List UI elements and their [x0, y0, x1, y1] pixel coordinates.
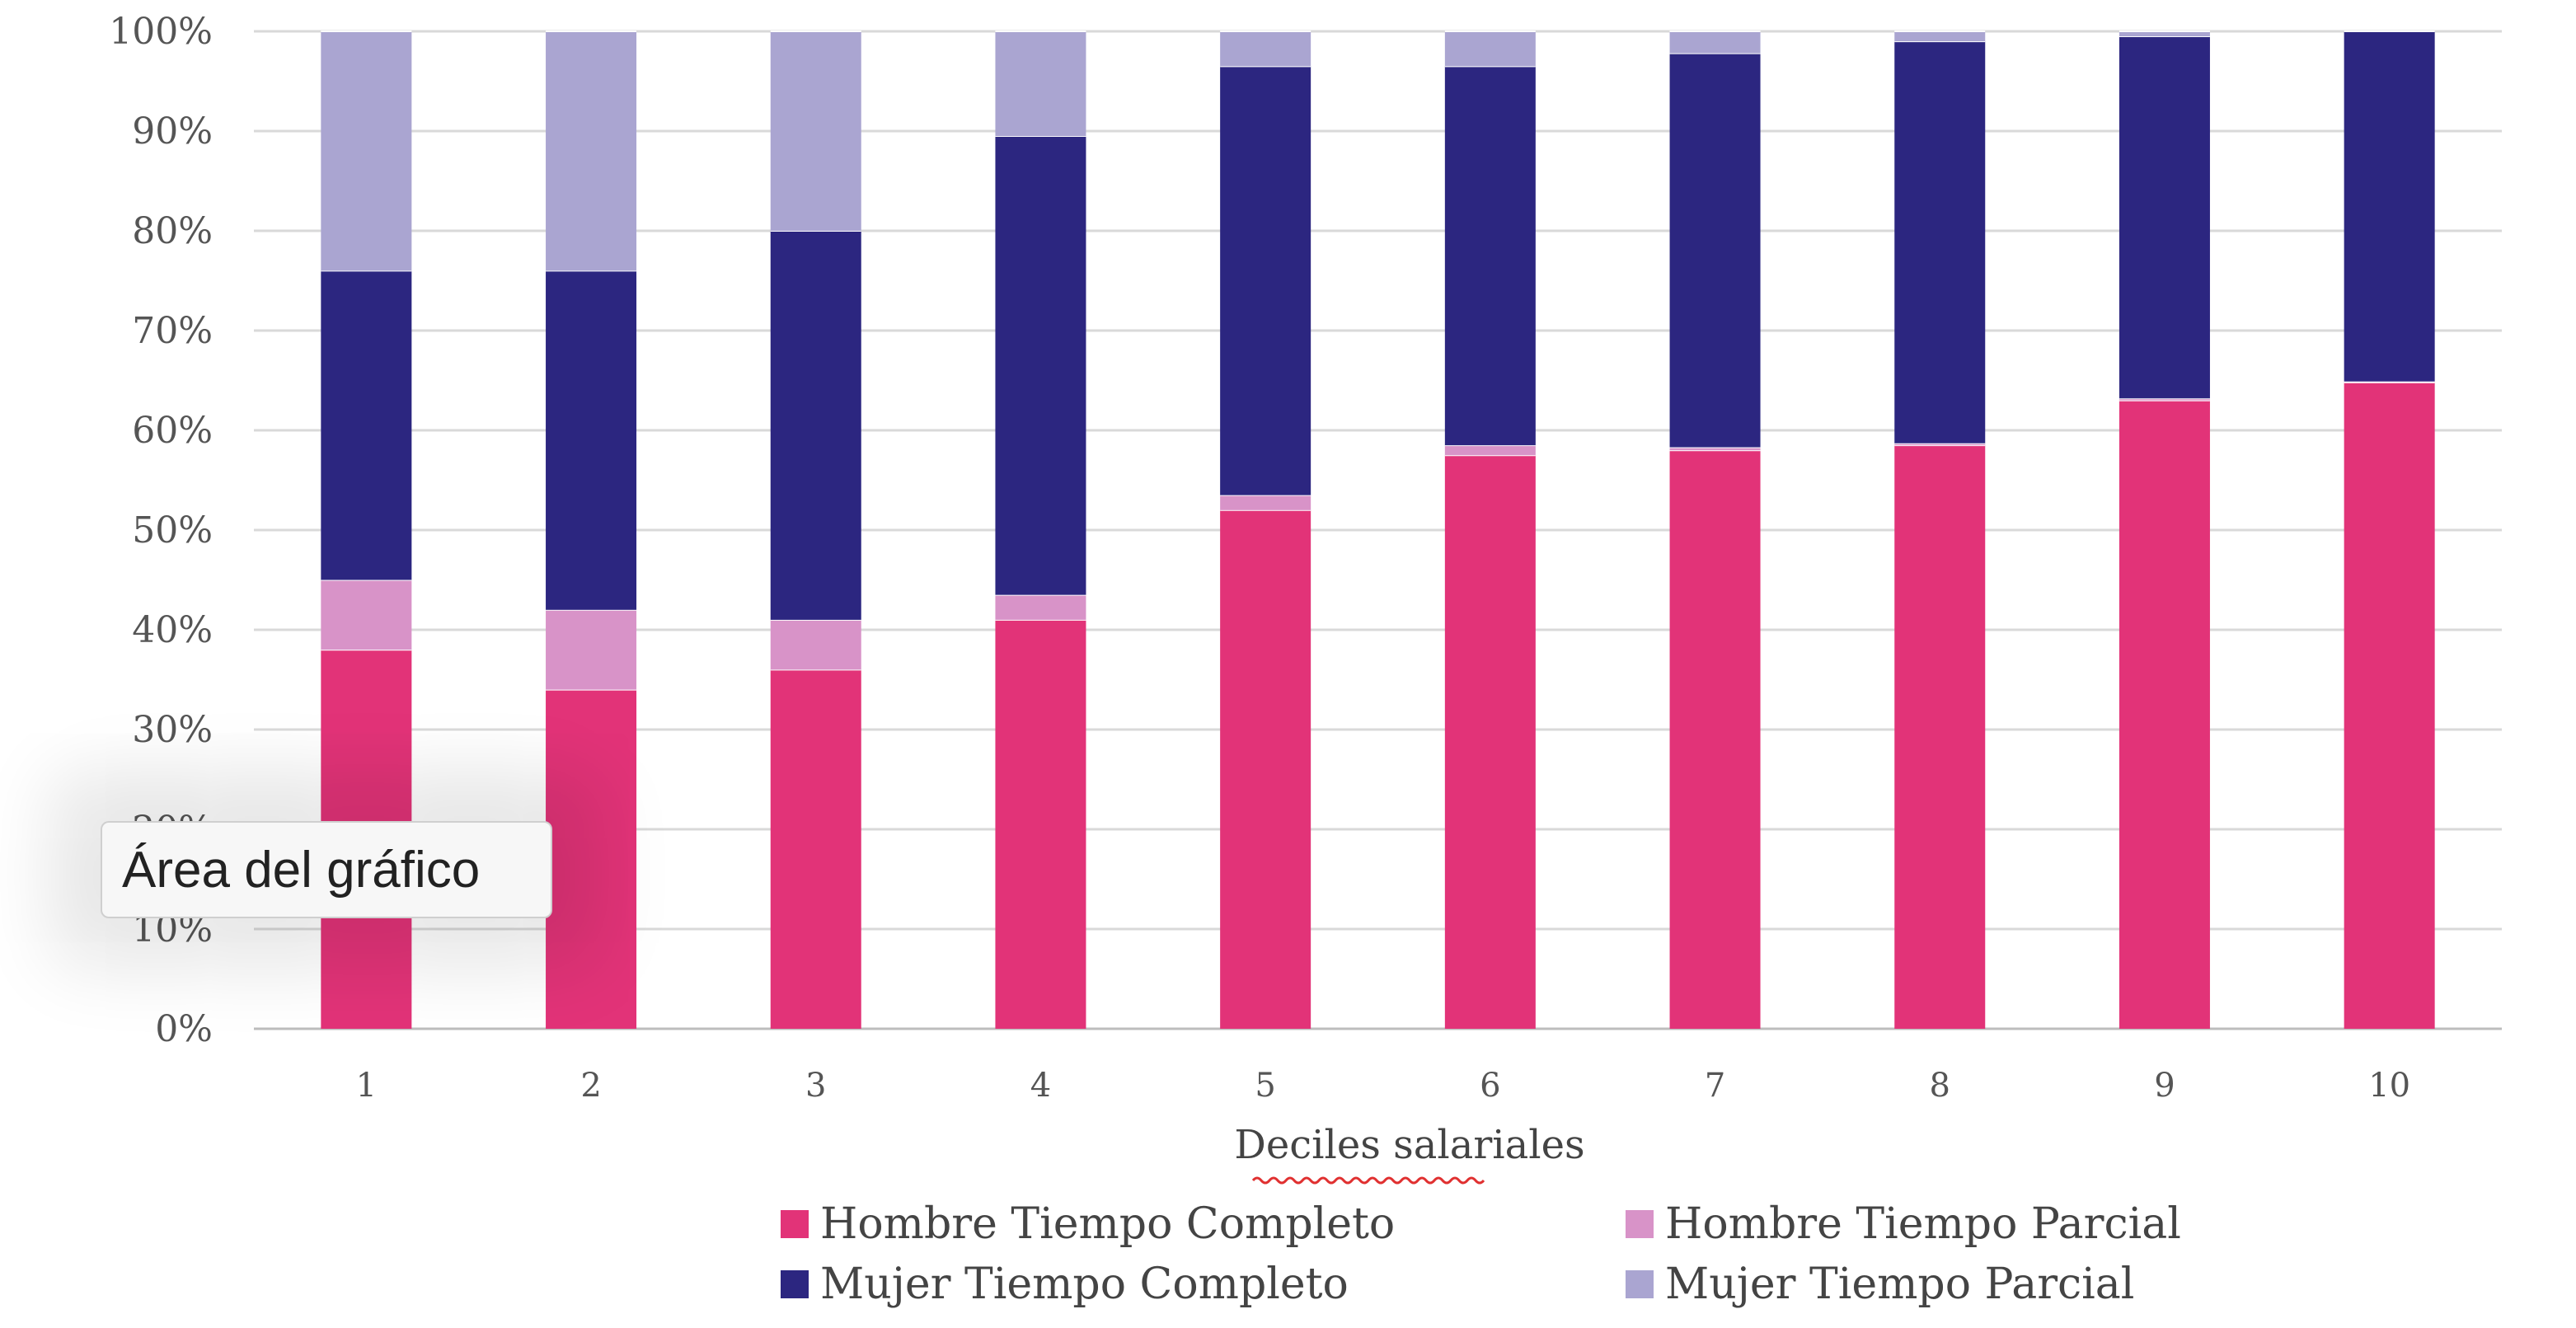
y-tick-labels: 0%10%20%30%40%50%60%70%80%90%100% [109, 11, 213, 1050]
bar-segment[interactable] [546, 270, 637, 610]
y-tick-label: 90% [132, 110, 213, 153]
bar-segment[interactable] [1444, 455, 1536, 1029]
bar-segment[interactable] [995, 31, 1086, 137]
bar-segment[interactable] [2119, 398, 2210, 401]
bar-segment[interactable] [321, 270, 412, 580]
bar-segment[interactable] [1444, 66, 1536, 446]
bar-segment[interactable] [770, 619, 861, 670]
legend-swatch [781, 1270, 809, 1298]
legend-swatch [1626, 1270, 1654, 1298]
spellcheck-underline [1251, 1176, 1485, 1185]
x-tick-label: 10 [2368, 1067, 2410, 1105]
bar-segment[interactable] [2119, 36, 2210, 399]
bar-segment[interactable] [546, 31, 637, 271]
x-tick-label: 2 [580, 1067, 601, 1105]
bar-segment[interactable] [1444, 445, 1536, 456]
y-tick-label: 30% [132, 709, 213, 751]
bar-segment[interactable] [1894, 443, 1986, 446]
bar-segment[interactable] [546, 609, 637, 690]
bar-segment[interactable] [1894, 41, 1986, 443]
bar-segment[interactable] [2344, 31, 2435, 382]
legend-swatch [1626, 1210, 1654, 1238]
x-tick-label: 4 [1030, 1067, 1051, 1105]
x-tick-labels: 1 2 3 4 5 6 7 8 9 10 [356, 1067, 2410, 1105]
bar-segment[interactable] [995, 136, 1086, 595]
x-tick-label: 7 [1705, 1067, 1725, 1105]
bar-segment[interactable] [321, 31, 412, 271]
x-tick-label: 9 [2154, 1067, 2175, 1105]
legend: Hombre Tiempo Completo Hombre Tiempo Parc… [781, 1199, 2181, 1309]
bar-segment[interactable] [1669, 447, 1761, 451]
bar-segment[interactable] [1669, 31, 1761, 54]
legend-label: Mujer Tiempo Parcial [1665, 1260, 2134, 1309]
legend-swatch [781, 1210, 809, 1238]
bar-segment[interactable] [1444, 31, 1536, 67]
bar-segment[interactable] [1220, 495, 1311, 510]
bar-segment[interactable] [770, 231, 861, 620]
y-tick-label: 60% [132, 410, 213, 452]
bar-segment[interactable] [995, 594, 1086, 620]
y-tick-label: 50% [132, 509, 213, 551]
bar-segment[interactable] [995, 619, 1086, 1029]
bar-segment[interactable] [770, 31, 861, 231]
legend-label: Mujer Tiempo Completo [820, 1260, 1349, 1309]
bar-segment[interactable] [1894, 31, 1986, 42]
x-tick-label: 6 [1480, 1067, 1500, 1105]
bar-segment[interactable] [2119, 31, 2210, 37]
x-tick-label: 3 [805, 1067, 826, 1105]
bar-segment[interactable] [1669, 450, 1761, 1029]
y-tick-label: 40% [132, 609, 213, 651]
legend-label: Hombre Tiempo Parcial [1665, 1199, 2181, 1249]
x-tick-label: 1 [356, 1067, 377, 1105]
x-tick-label: 5 [1255, 1067, 1275, 1105]
chart-area-tooltip: Área del gráfico [101, 821, 552, 918]
bar-segment[interactable] [1669, 53, 1761, 448]
y-tick-label: 80% [132, 210, 213, 252]
bar-segment[interactable] [321, 580, 412, 650]
bar-segment[interactable] [546, 689, 637, 1029]
bar-segment[interactable] [2119, 400, 2210, 1029]
legend-label: Hombre Tiempo Completo [820, 1199, 1395, 1249]
x-axis-title: Deciles salariales [1234, 1122, 1584, 1168]
y-tick-label: 70% [132, 310, 213, 352]
bar-segment[interactable] [1220, 509, 1311, 1029]
bar-segment[interactable] [1220, 66, 1311, 495]
bar-segment[interactable] [2344, 382, 2435, 1029]
y-tick-label: 0% [155, 1008, 213, 1050]
y-tick-label: 100% [109, 11, 213, 53]
bar-segment[interactable] [1894, 445, 1986, 1029]
x-tick-label: 8 [1930, 1067, 1950, 1105]
bar-segment[interactable] [770, 669, 861, 1029]
bar-segment[interactable] [1220, 31, 1311, 67]
